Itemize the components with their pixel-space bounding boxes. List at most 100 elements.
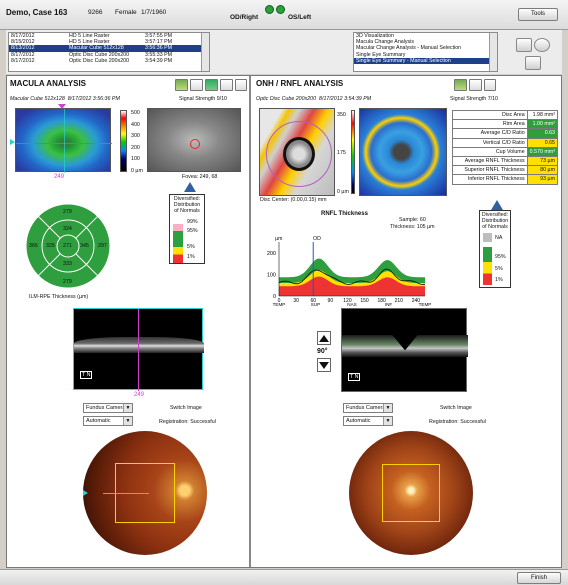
analysis-list[interactable]: 3D Visualization Macula Change Analysis Ma…: [353, 32, 498, 72]
macula-cube-name: Macular Cube 512x128: [10, 96, 65, 102]
rotate-down-button[interactable]: [317, 358, 331, 372]
onh-signal-strength: Signal Strength 7/10: [450, 96, 499, 102]
onh-scale-bottom: 0 µm: [337, 189, 349, 195]
warning-triangle-icon: [491, 200, 503, 210]
rotate-up-button[interactable]: [317, 331, 331, 345]
x-tick-label: 60: [310, 298, 316, 304]
macula-bscan-image: T N: [73, 308, 204, 391]
analysis-list-item[interactable]: 3D Visualization: [356, 33, 394, 39]
switch-image-label[interactable]: Switch Image: [170, 405, 202, 411]
scan-list-scrollbar[interactable]: [201, 33, 209, 71]
legend-title-2: Distribution: [173, 202, 201, 208]
onh-panel: ONH / RNFL ANALYSIS Optic Disc Cube 200x…: [253, 76, 561, 567]
od-right-label[interactable]: OD/Right: [230, 14, 259, 21]
scan-name: HD 5 Line Raster: [69, 39, 110, 46]
parameter-row: Superior RNFL Thickness 80 µm: [452, 165, 559, 176]
patient-header: [0, 0, 568, 30]
etdrs-right-value: 297: [98, 243, 107, 249]
scan-date: 8/17/2012: [11, 51, 35, 58]
parameter-value: 0.65: [526, 137, 559, 148]
analysis-list-scrollbar[interactable]: [489, 33, 497, 71]
x-tick-label: 30: [293, 298, 299, 304]
macula-slo-image: [147, 108, 241, 172]
refresh-icon[interactable]: [534, 38, 550, 52]
auto-select[interactable]: Automatic ▼: [343, 416, 393, 426]
bscan-position-value: 249: [134, 392, 145, 398]
target-icon[interactable]: [190, 79, 203, 91]
print-icon[interactable]: [525, 56, 541, 70]
disc-center: Disc Center: (0.00,0.15) mm: [260, 197, 327, 203]
parameter-value: 73 µm: [526, 155, 559, 167]
grid-icon[interactable]: [205, 79, 218, 91]
x-tick-label: 90: [328, 298, 334, 304]
etdrs-thickness-grid: [25, 203, 111, 289]
scale-tick: 300: [131, 133, 140, 139]
slice-marker-icon[interactable]: [10, 139, 15, 145]
scan-list-item[interactable]: 8/15/2012 HD 5 Line Raster 3:57:17 PM: [9, 39, 209, 45]
quadrant-label: NAS: [347, 302, 356, 306]
rnfl-od-trace: [278, 268, 426, 285]
scale-tick: 500: [131, 110, 140, 116]
zoom-icon[interactable]: [235, 79, 247, 91]
scan-time: 3:57:17 PM: [145, 39, 173, 46]
position-marker-icon[interactable]: [58, 104, 66, 109]
macula-fundus-photo: [83, 431, 207, 555]
crosshair-icon[interactable]: [220, 79, 233, 91]
registration-status: Registration: Successful: [429, 419, 486, 425]
parameter-row: Inferior RNFL Thickness 93 µm: [452, 174, 559, 185]
fundus-camera-select[interactable]: Fundus Camera ▼: [83, 403, 133, 413]
scan-time: 3:57:55 PM: [145, 33, 173, 39]
scan-date: 8/13/2012: [11, 45, 35, 52]
legend-title-3: of Normals: [174, 208, 200, 214]
patient-dob: 1/7/1960: [141, 9, 167, 16]
switch-image-label[interactable]: Switch Image: [440, 405, 472, 411]
analysis-list-item[interactable]: Single Eye Summary: [356, 51, 406, 58]
scan-date: 8/15/2012: [11, 39, 35, 46]
parameter-row: Rim Area 1.00 mm²: [452, 119, 559, 130]
parameter-row: Average RNFL Thickness 73 µm: [452, 155, 559, 167]
macula-cube-date: 8/17/2012 3:56:36 PM: [67, 96, 120, 102]
x-tick-label: 210: [395, 298, 404, 304]
scan-list-item[interactable]: 8/13/2012 Macular Cube 512x128 3:56:36 PM: [9, 45, 209, 52]
od-eye-selector[interactable]: [265, 5, 274, 14]
x-tick-label: 240: [412, 298, 421, 304]
parameter-label: Disc Area: [452, 109, 528, 121]
analysis-list-item[interactable]: Single Eye Summary - Manual Selection: [354, 57, 497, 64]
macula-normals-legend: Diversified: Distribution of Normals 99%…: [169, 194, 205, 264]
fundus-camera-select[interactable]: Fundus Camera ▼: [343, 403, 393, 413]
scan-list-item[interactable]: 8/17/2012 HD 5 Line Raster 3:57:55 PM: [9, 33, 209, 39]
chevron-down-icon: ▼: [123, 417, 132, 425]
auto-select[interactable]: Automatic ▼: [83, 416, 133, 426]
os-left-label[interactable]: OS/Left: [288, 14, 312, 21]
parameter-label: Rim Area: [452, 119, 528, 130]
target-icon[interactable]: [469, 79, 482, 91]
save-icon[interactable]: [516, 38, 532, 52]
x-tick-label: 0: [278, 298, 281, 304]
thickness-color-scale: [120, 110, 127, 172]
scan-time: 3:55:33 PM: [145, 51, 173, 58]
etdrs-inferior-value: 333: [63, 261, 72, 267]
layer-map-icon[interactable]: [454, 79, 467, 91]
scan-list[interactable]: 8/17/2012 HD 5 Line Raster 3:57:55 PM 8/15/…: [8, 32, 210, 72]
onh-color-scale: [351, 110, 355, 194]
fundus-slice-marker-icon[interactable]: [83, 490, 88, 496]
scale-tick: 100: [131, 156, 140, 162]
zoom-icon[interactable]: [484, 79, 496, 91]
tools-button[interactable]: Tools: [518, 8, 558, 21]
analysis-list-item[interactable]: Macula Change Analysis: [356, 39, 415, 46]
legend-5: 5%: [495, 266, 503, 272]
finish-button[interactable]: Finish: [517, 572, 561, 584]
analysis-list-item[interactable]: Macular Change Analysis - Manual Selecti…: [356, 45, 462, 52]
parameter-value: 0.63: [526, 128, 559, 139]
scan-list-item[interactable]: 8/17/2012 Optic Disc Cube 200x200 3:54:39 …: [9, 58, 209, 64]
footer-bar: [0, 569, 568, 585]
quadrant-label: SUP: [311, 302, 320, 306]
y-tick-label: 200: [267, 251, 276, 257]
scan-list-item[interactable]: 8/17/2012 Optic Disc Cube 200x200 3:55:33 …: [9, 52, 209, 58]
os-eye-selector[interactable]: [276, 5, 285, 14]
legend-5: 5%: [187, 244, 195, 250]
layer-map-icon[interactable]: [175, 79, 188, 91]
y-tick-label: 100: [267, 272, 276, 278]
parameter-value: 0.570 mm³: [526, 146, 559, 157]
parameter-row: Disc Area 1.98 mm²: [452, 109, 559, 121]
